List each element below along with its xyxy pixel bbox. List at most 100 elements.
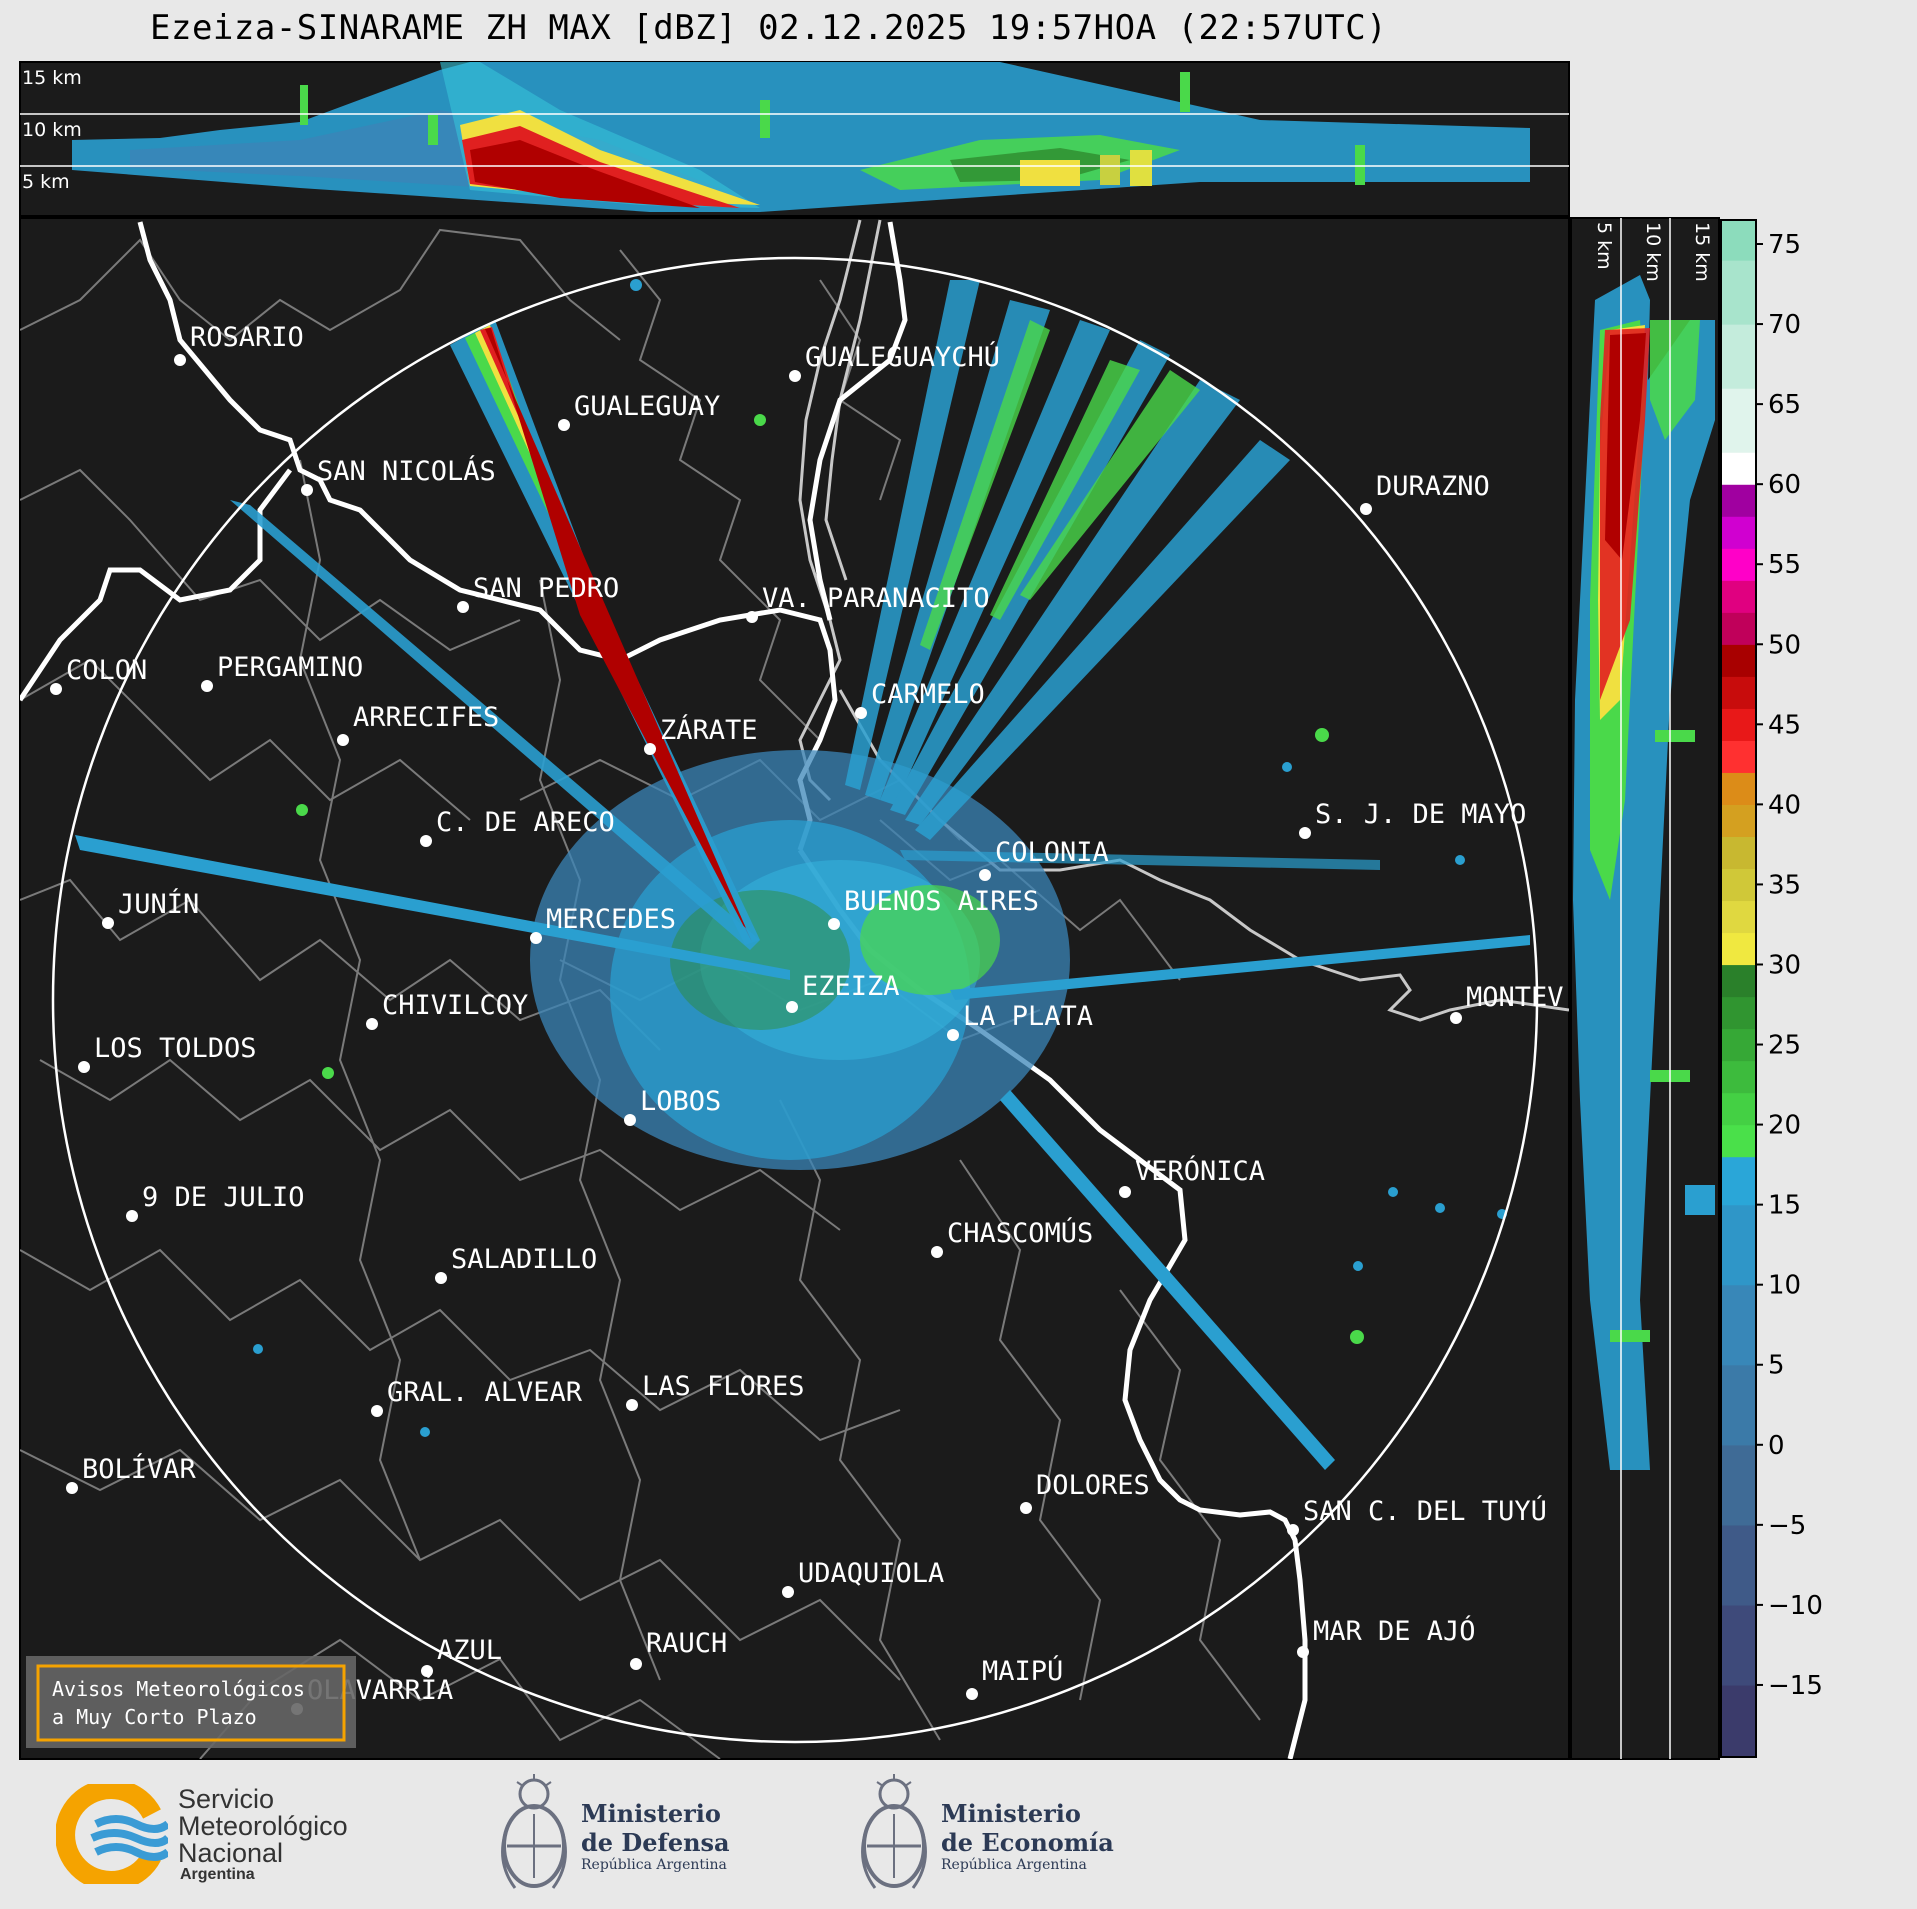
colorbar-tick-label: 30 xyxy=(1768,950,1801,980)
city-label: LOS TOLDOS xyxy=(94,1033,257,1064)
colorbar-tick-label: 15 xyxy=(1768,1191,1801,1221)
city-marker xyxy=(66,1482,78,1494)
city-label: ZÁRATE xyxy=(660,714,758,746)
colorbar-segment xyxy=(1721,1204,1756,1286)
economia-line-3: República Argentina xyxy=(941,1857,1087,1873)
smn-line-1: Servicio xyxy=(178,1783,275,1814)
colorbar-tick-label: 45 xyxy=(1768,710,1801,740)
city-marker xyxy=(789,370,801,382)
colorbar-segment xyxy=(1721,740,1756,773)
city-label: SAN C. DEL TUYÚ xyxy=(1303,1495,1547,1527)
footer-logos: Servicio Meteorológico Nacional Argentin… xyxy=(0,1762,1917,1909)
side-cross-section-panel: 5 km 10 km 15 km xyxy=(1570,217,1720,1760)
city-marker xyxy=(786,1001,798,1013)
smn-logo: Servicio Meteorológico Nacional Argentin… xyxy=(56,1784,348,1884)
city-label: S. J. DE MAYO xyxy=(1315,799,1526,830)
notice-border xyxy=(36,1664,346,1742)
top-cross-section-panel: 15 km 10 km 5 km xyxy=(19,61,1570,217)
colorbar-segment xyxy=(1721,1028,1756,1062)
colorbar-segment xyxy=(1721,1124,1756,1158)
colorbar-segment xyxy=(1721,772,1756,805)
city-marker xyxy=(1299,827,1311,839)
smn-emblem-icon xyxy=(56,1784,168,1884)
city-label: C. DE ARECO xyxy=(436,807,615,838)
colorbar-segment xyxy=(1721,676,1756,709)
city-label: MAR DE AJÓ xyxy=(1313,1615,1476,1647)
colorbar-tick-label: 35 xyxy=(1768,870,1801,900)
top-height-label-15: 15 km xyxy=(22,67,82,89)
city-marker xyxy=(1287,1524,1299,1536)
colorbar-segment xyxy=(1721,708,1756,741)
side-height-label-5: 5 km xyxy=(1593,222,1615,270)
colorbar-segment xyxy=(1721,1444,1756,1526)
defensa-line-2: de Defensa xyxy=(581,1828,730,1857)
colorbar-segment xyxy=(1721,868,1756,902)
map-panel: ROSARIO GUALEGUAYCHÚ GUALEGUAY SAN NICOLÁS D… xyxy=(19,217,1570,1760)
city-marker xyxy=(457,601,469,613)
colorbar-segment xyxy=(1721,516,1756,549)
city-label: GUALEGUAYCHÚ xyxy=(805,341,1000,373)
colorbar-segment xyxy=(1721,1092,1756,1126)
radar-range-ring xyxy=(51,256,1539,1744)
city-marker xyxy=(1020,1502,1032,1514)
colorbar-segment xyxy=(1721,1284,1756,1366)
colorbar-segment xyxy=(1721,1604,1756,1686)
city-marker xyxy=(979,869,991,881)
coat-of-arms-icon xyxy=(501,1774,567,1889)
city-label: COLONIA xyxy=(995,837,1109,868)
city-label: LOBOS xyxy=(640,1086,721,1117)
city-marker xyxy=(102,917,114,929)
colorbar-tick-label: 65 xyxy=(1768,390,1801,420)
economia-logo: Ministerio de Economía República Argenti… xyxy=(855,1774,1114,1898)
city-label: DOLORES xyxy=(1036,1470,1150,1501)
city-marker xyxy=(174,354,186,366)
defensa-line-3: República Argentina xyxy=(581,1857,727,1873)
colorbar-tick-label: 25 xyxy=(1768,1031,1801,1061)
city-label: GRAL. ALVEAR xyxy=(387,1377,583,1408)
city-marker xyxy=(1360,503,1372,515)
colorbar-segment xyxy=(1721,900,1756,934)
side-height-label-15: 15 km xyxy=(1691,222,1713,282)
city-label: VA. PARANACITO xyxy=(762,583,990,614)
city-marker xyxy=(931,1246,943,1258)
colorbar-segment xyxy=(1721,388,1756,453)
colorbar-segment xyxy=(1721,1060,1756,1094)
colorbar-segment xyxy=(1721,804,1756,838)
city-label: SAN NICOLÁS xyxy=(317,455,496,487)
colorbar-segment xyxy=(1721,1156,1756,1206)
colorbar-tick-label: −10 xyxy=(1768,1591,1823,1621)
city-marker xyxy=(966,1688,978,1700)
city-marker xyxy=(558,419,570,431)
city-label: MERCEDES xyxy=(546,904,676,935)
colorbar-segment xyxy=(1721,452,1756,485)
city-label: CARMELO xyxy=(871,679,985,710)
city-label: VERÓNICA xyxy=(1135,1155,1265,1187)
colorbar-segment xyxy=(1721,612,1756,645)
city-marker xyxy=(1450,1012,1462,1024)
city-marker xyxy=(630,1658,642,1670)
city-marker xyxy=(50,683,62,695)
city-label: RAUCH xyxy=(646,1628,727,1659)
city-marker xyxy=(126,1210,138,1222)
city-marker xyxy=(421,1665,433,1677)
city-label: CHIVILCOY xyxy=(382,990,528,1021)
city-marker xyxy=(1297,1646,1309,1658)
smn-line-3: Nacional xyxy=(178,1837,284,1868)
city-marker xyxy=(337,734,349,746)
colorbar-tick-label: −15 xyxy=(1768,1671,1823,1701)
colorbar-segment xyxy=(1721,964,1756,998)
colorbar-segment xyxy=(1721,484,1756,517)
smn-line-2: Meteorológico xyxy=(178,1810,348,1841)
top-height-label-5: 5 km xyxy=(22,171,70,193)
notice-box[interactable]: Avisos Meteorológicos a Muy Corto Plazo xyxy=(26,1656,356,1748)
colorbar-segment xyxy=(1721,836,1756,870)
city-marker xyxy=(435,1272,447,1284)
city-marker xyxy=(301,484,313,496)
radar-echoes xyxy=(75,279,1530,1470)
city-marker xyxy=(366,1018,378,1030)
city-label: BOLÍVAR xyxy=(82,1453,197,1485)
city-marker xyxy=(371,1405,383,1417)
colorbar-segment xyxy=(1721,1524,1756,1606)
